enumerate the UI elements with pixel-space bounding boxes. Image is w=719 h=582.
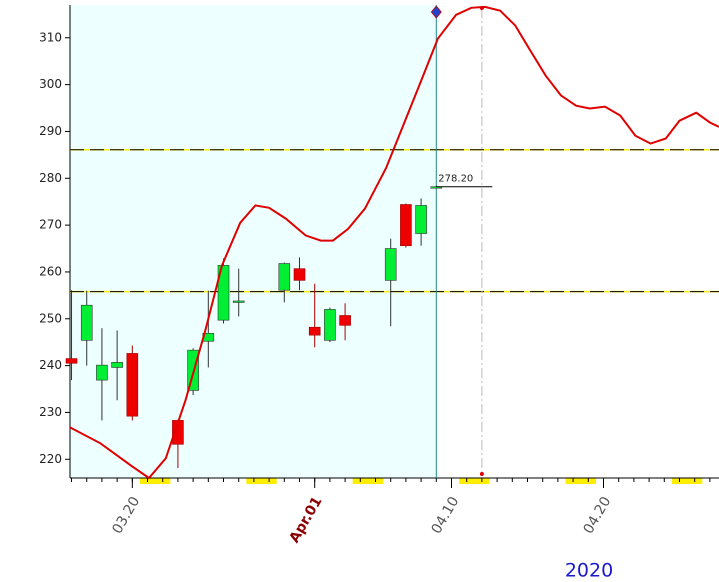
peak-dot [479,472,484,476]
candle-body [324,309,336,341]
candle-body [111,362,123,368]
history-area [70,5,437,478]
x-tick-label: 04.20 [581,494,615,537]
y-tick-label: 300 [39,77,62,91]
last-diamond [430,5,442,19]
candle-body [126,353,139,417]
y-tick-label: 260 [39,264,62,278]
weekend-marker [246,478,277,484]
y-tick-label: 220 [39,452,62,466]
candle-body [80,304,93,341]
candle-body [308,326,321,336]
weekend-marker [459,478,490,484]
x-tick-label: Apr.01 [286,494,325,546]
candle-body [232,300,245,303]
last-price-label: 278.20 [438,174,473,185]
candle-body [217,265,230,321]
year-label: 2020 [565,560,613,582]
y-tick-label: 310 [39,30,62,44]
y-tick-label: 250 [39,311,62,325]
candle-body [339,315,351,326]
y-tick-label: 240 [39,358,62,372]
weekend-marker [139,478,171,484]
weekend-marker [565,478,596,484]
candle-body [96,364,108,381]
candle-body [278,263,291,291]
weekend-marker [671,478,703,484]
y-tick-label: 280 [39,171,62,185]
y-tick-label: 290 [39,124,62,138]
x-tick-label: 03.20 [109,494,143,537]
forecast-line [69,5,719,480]
candle-body [293,268,306,281]
weekend-marker [352,478,384,484]
y-tick-label: 270 [39,218,62,232]
candle-body [400,204,412,247]
candle-body [384,248,397,281]
x-tick-label: 04.10 [429,494,463,537]
y-tick-label: 230 [39,405,62,419]
candle-body [415,205,427,234]
candle-body [65,358,78,364]
